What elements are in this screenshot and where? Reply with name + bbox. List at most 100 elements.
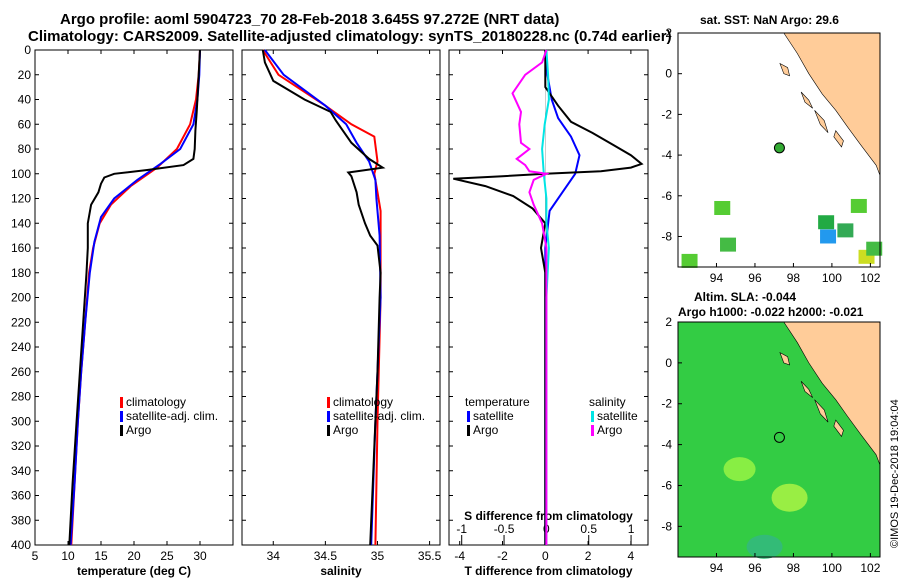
difference-series-salinity-argo: [511, 49, 550, 545]
salinity-x-tick-label: 35.5: [418, 549, 442, 563]
offshore-island: [800, 91, 813, 109]
legend-swatch: [120, 425, 123, 436]
temperature-x-axis-label: temperature (deg C): [77, 564, 191, 578]
map-lon-tick-label: 96: [748, 561, 762, 575]
salinity-series-argo: [261, 49, 386, 546]
difference-x-tick-label: -4: [454, 549, 465, 563]
sst-data-patch: [681, 253, 698, 268]
map-lon-tick-label: 98: [787, 561, 801, 575]
map-lon-tick-label: 94: [710, 271, 724, 285]
salinity-x-tick-label: 34.5: [314, 549, 338, 563]
depth-tick-label: 260: [11, 365, 31, 379]
legend-label: Argo: [126, 423, 152, 437]
temperature-x-tick-label: 20: [127, 549, 141, 563]
salinity-plot-frame: [241, 49, 441, 546]
offshore-island: [814, 399, 829, 423]
map-lon-tick-label: 100: [822, 561, 842, 575]
sla-low-patch: [746, 534, 783, 559]
map-lat-tick-label: -4: [661, 438, 672, 452]
legend-label: satellite: [597, 409, 638, 423]
figure-title-line1: Argo profile: aoml 5904723_70 28-Feb-201…: [60, 11, 560, 28]
depth-tick-label: 220: [11, 315, 31, 329]
depth-tick-label: 340: [11, 464, 31, 478]
temperature-plot-frame: [34, 49, 234, 546]
legend-label: satellite-adj. clim.: [333, 409, 425, 423]
legend-swatch: [467, 411, 470, 422]
depth-tick-label: 200: [11, 291, 31, 305]
sst-data-patch: [720, 237, 737, 252]
salinity-diff-tick-label: -0.5: [494, 522, 515, 536]
depth-tick-label: 140: [11, 216, 31, 230]
map-lon-tick-label: 96: [748, 271, 762, 285]
sla-high-patch: [723, 457, 756, 482]
offshore-island: [814, 110, 829, 133]
depth-tick-label: 300: [11, 414, 31, 428]
difference-panel: -4 -2 0 2 4T difference from climatology -1 -0…: [448, 49, 649, 578]
map-lat-tick-label: 2: [665, 26, 672, 40]
temperature-x-tick-label: 25: [160, 549, 174, 563]
depth-tick-label: 400: [11, 538, 31, 552]
legend-label: Argo: [333, 423, 359, 437]
map-lat-tick-label: -2: [661, 397, 672, 411]
altim-map-title-line2: Argo h1000: -0.022 h2000: -0.021: [678, 305, 864, 319]
salinity-x-axis-label: salinity: [320, 564, 362, 578]
temperature-series-argo: [68, 49, 201, 546]
map-lat-tick-label: -2: [661, 107, 672, 121]
depth-tick-label: 80: [18, 142, 32, 156]
map-lat-tick-label: 2: [665, 315, 672, 329]
legend-swatch: [327, 425, 330, 436]
temperature-series-satellite-adj-clim-: [69, 49, 201, 546]
legend-label: salinity: [589, 395, 626, 409]
depth-tick-label: 20: [18, 68, 32, 82]
depth-tick-label: 120: [11, 192, 31, 206]
map-lon-tick-label: 102: [860, 271, 880, 285]
legend-label: Argo: [473, 423, 499, 437]
sst-map-title: sat. SST: NaN Argo: 29.6: [700, 13, 839, 27]
sla-high-patch: [771, 483, 808, 512]
offshore-island: [833, 130, 844, 148]
legend-label: temperature: [465, 395, 530, 409]
depth-tick-label: 0: [24, 43, 31, 57]
difference-x-tick-label: 0: [542, 549, 549, 563]
depth-tick-label: 60: [18, 117, 32, 131]
offshore-island: [833, 419, 844, 438]
salinity-panel: 34 34.5 35 35.5 salinity climatologysatellite…: [241, 49, 442, 578]
legend-label: satellite: [473, 409, 514, 423]
temperature-x-tick-label: 10: [61, 549, 75, 563]
difference-plot-frame: [448, 49, 649, 546]
map-lon-tick-label: 102: [860, 561, 880, 575]
map-frame: [677, 32, 881, 268]
difference-series-temperature-argo: [453, 50, 644, 545]
altim-map-title-line1: Altim. SLA: -0.044: [694, 290, 797, 304]
legend-swatch: [467, 425, 470, 436]
sst-data-patch: [850, 198, 867, 213]
legend-swatch: [327, 411, 330, 422]
map-lat-tick-label: -6: [661, 189, 672, 203]
sst-map-panel: 94 96 98 100 102 2 0 -2 -4 -6 -8: [661, 26, 883, 285]
legend-swatch: [120, 411, 123, 422]
sst-data-patch: [866, 241, 883, 256]
sst-data-patch: [837, 223, 854, 238]
difference-x-tick-label: 2: [585, 549, 592, 563]
depth-tick-label: 380: [11, 513, 31, 527]
depth-tick-label: 280: [11, 390, 31, 404]
legend-label: climatology: [126, 395, 186, 409]
map-lon-tick-label: 98: [787, 271, 801, 285]
map-lon-tick-label: 94: [710, 561, 724, 575]
difference-x-tick-label: -2: [497, 549, 508, 563]
legend-label: climatology: [333, 395, 393, 409]
salinity-x-tick-label: 34: [267, 549, 281, 563]
map-lat-tick-label: -8: [661, 519, 672, 533]
depth-tick-label: 320: [11, 439, 31, 453]
legend-swatch: [120, 397, 123, 408]
map-lat-tick-label: -4: [661, 148, 672, 162]
temperature-x-tick-label: 15: [94, 549, 108, 563]
offshore-island: [779, 352, 790, 366]
salinity-diff-tick-label: 0.5: [580, 522, 597, 536]
depth-tick-label: 40: [18, 93, 32, 107]
depth-tick-label: 180: [11, 266, 31, 280]
salinity-diff-tick-label: -1: [456, 522, 467, 536]
argo-float-marker: [773, 142, 785, 154]
salinity-x-tick-label: 35: [371, 549, 385, 563]
